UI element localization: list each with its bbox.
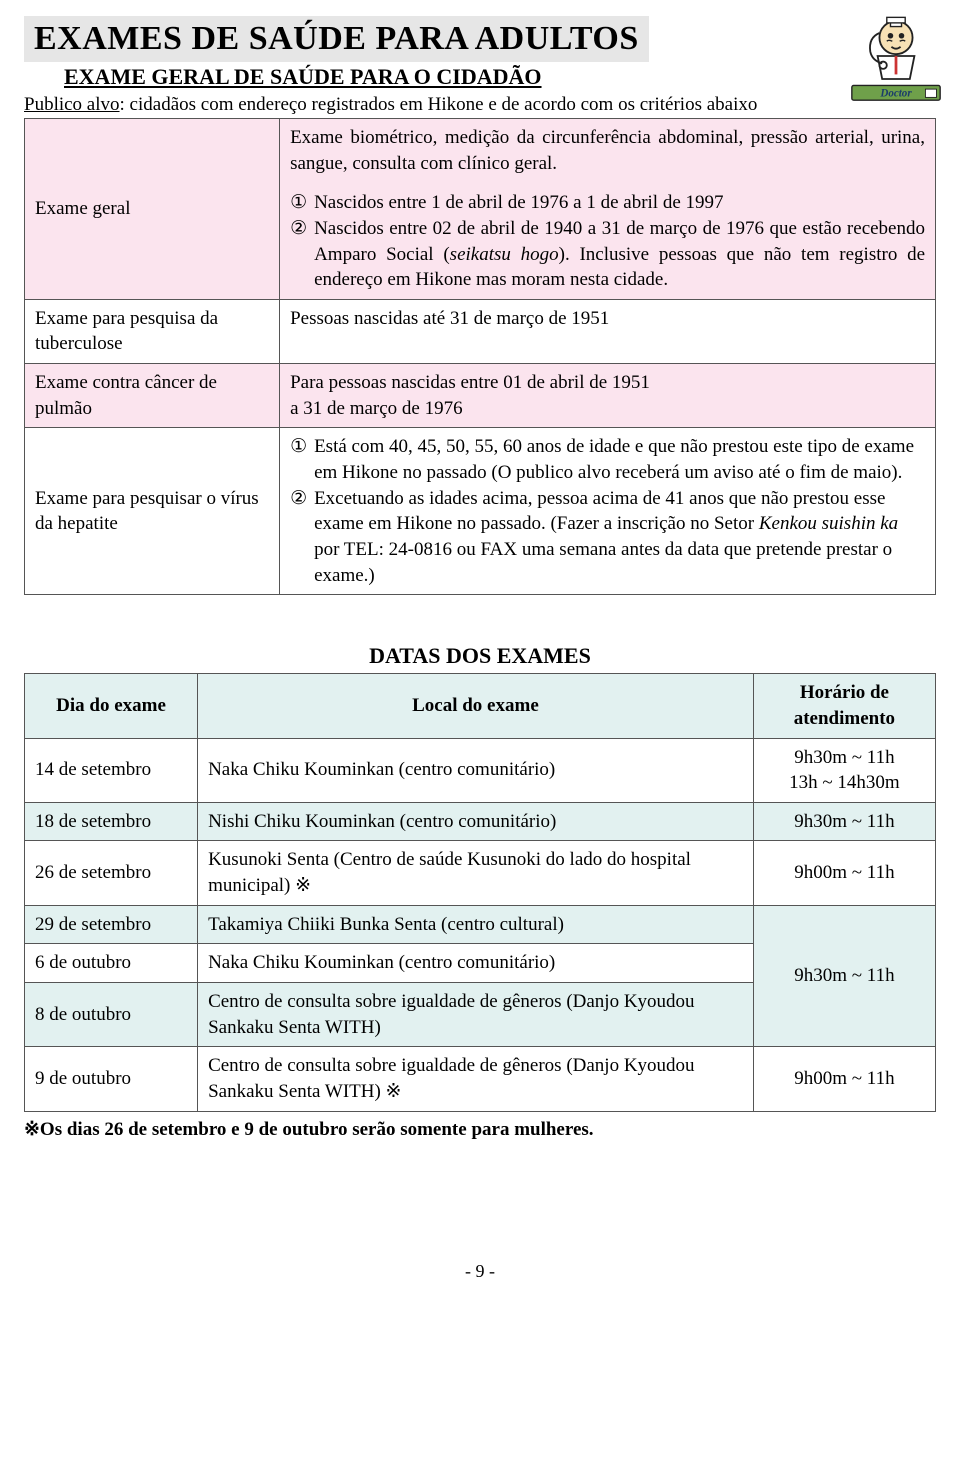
table-cell: 9 de outubro: [25, 1047, 198, 1111]
exam-intro: Exame biométrico, medição da circunferên…: [290, 125, 925, 176]
exam-label: Exame para pesquisa da tuberculose: [25, 299, 280, 363]
col-time: Horário de atendimento: [753, 674, 935, 738]
main-title: EXAMES DE SAÚDE PARA ADULTOS: [24, 16, 649, 62]
footnote: ※Os dias 26 de setembro e 9 de outubro s…: [24, 1118, 936, 1141]
table-cell: 29 de setembro: [25, 905, 198, 944]
list-number: ②: [290, 216, 314, 293]
col-location: Local do exame: [198, 674, 754, 738]
list-text: Está com 40, 45, 50, 55, 60 anos de idad…: [314, 434, 925, 485]
exam-desc: Exame biométrico, medição da circunferên…: [280, 119, 936, 300]
table-cell: 6 de outubro: [25, 944, 198, 983]
table-cell: 9h30m ~ 11h: [753, 802, 935, 841]
table-cell: 9h30m ~ 11h: [753, 905, 935, 1047]
list-number: ②: [290, 486, 314, 589]
intro-line: Publico alvo: cidadãos com endereço regi…: [24, 94, 936, 116]
dates-title: DATAS DOS EXAMES: [24, 643, 936, 669]
exam-desc: Para pessoas nascidas entre 01 de abril …: [280, 364, 936, 428]
list-text: Excetuando as idades acima, pessoa acima…: [314, 486, 925, 589]
table-cell: Naka Chiku Kouminkan (centro comunitário…: [198, 738, 754, 802]
table-cell: 26 de setembro: [25, 841, 198, 905]
table-cell: Naka Chiku Kouminkan (centro comunitário…: [198, 944, 754, 983]
header: EXAMES DE SAÚDE PARA ADULTOS EXAME GERAL…: [24, 16, 936, 116]
col-date: Dia do exame: [25, 674, 198, 738]
table-cell: Centro de consulta sobre igualdade de gê…: [198, 1047, 754, 1111]
list-number: ①: [290, 190, 314, 216]
intro-text: : cidadãos com endereço registrados em H…: [120, 94, 758, 115]
table-cell: 8 de outubro: [25, 983, 198, 1047]
table-cell: 18 de setembro: [25, 802, 198, 841]
list-number: ①: [290, 434, 314, 485]
table-cell: 9h30m ~ 11h 13h ~ 14h30m: [753, 738, 935, 802]
doctor-label: Doctor: [879, 87, 912, 99]
doctor-icon: Doctor: [850, 10, 942, 102]
exam-desc: Pessoas nascidas até 31 de março de 1951: [280, 299, 936, 363]
exam-label: Exame para pesquisar o vírus da hepatite: [25, 428, 280, 595]
exam-label: Exame contra câncer de pulmão: [25, 364, 280, 428]
table-cell: 9h00m ~ 11h: [753, 841, 935, 905]
list-text: Nascidos entre 1 de abril de 1976 a 1 de…: [314, 190, 925, 216]
exam-criteria-table: Exame geral Exame biométrico, medição da…: [24, 118, 936, 595]
table-cell: Nishi Chiku Kouminkan (centro comunitári…: [198, 802, 754, 841]
subtitle: EXAME GERAL DE SAÚDE PARA O CIDADÃO: [64, 64, 936, 90]
table-cell: 9h00m ~ 11h: [753, 1047, 935, 1111]
table-cell: Takamiya Chiiki Bunka Senta (centro cult…: [198, 905, 754, 944]
dates-table: Dia do exame Local do exame Horário de a…: [24, 673, 936, 1111]
exam-desc: ① Está com 40, 45, 50, 55, 60 anos de id…: [280, 428, 936, 595]
page-number: - 9 -: [24, 1261, 936, 1282]
list-text: Nascidos entre 02 de abril de 1940 a 31 …: [314, 216, 925, 293]
table-cell: Kusunoki Senta (Centro de saúde Kusunoki…: [198, 841, 754, 905]
exam-label: Exame geral: [25, 119, 280, 300]
intro-label: Publico alvo: [24, 94, 120, 115]
table-cell: 14 de setembro: [25, 738, 198, 802]
table-cell: Centro de consulta sobre igualdade de gê…: [198, 983, 754, 1047]
